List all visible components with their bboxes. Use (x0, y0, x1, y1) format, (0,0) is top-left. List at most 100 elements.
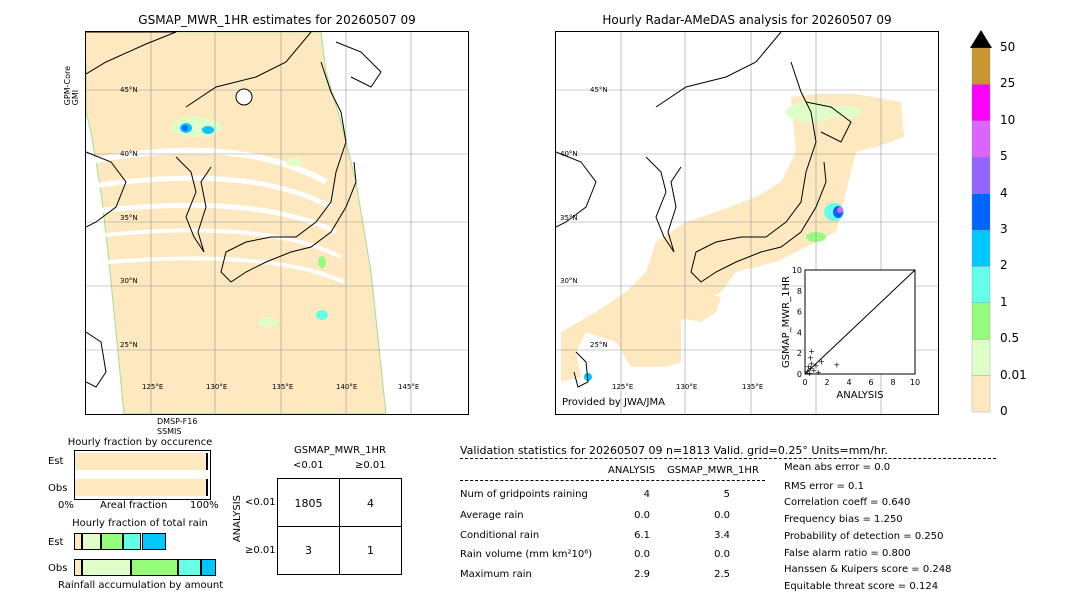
colorbar-tick-label: 0.01 (1000, 367, 1027, 382)
stats-label-conditional: Conditional rain (460, 530, 540, 541)
right-radar-coverage (561, 94, 904, 382)
colorbar-tick-label: 25 (1000, 76, 1016, 91)
inset-point: + (806, 369, 813, 378)
contingency-cell-hit: 1 (367, 544, 374, 557)
left-swath (86, 32, 387, 414)
accumulation-xlabel: Rainfall accumulation by amount (58, 580, 224, 591)
left-lon-135: 135°E (272, 383, 294, 391)
colorbar-swatch (971, 266, 991, 303)
inset-point: + (813, 362, 820, 371)
score-ets: Equitable threat score = 0.124 (784, 581, 939, 592)
occurrence-obs-label: Obs (48, 483, 68, 494)
accumulation-segment (101, 533, 123, 550)
accumulation-segment (74, 533, 83, 550)
inset-ytick: 2 (797, 349, 802, 358)
inset-point: + (815, 368, 822, 377)
accumulation-segment (177, 559, 201, 576)
accumulation-segment (82, 559, 131, 576)
colorbar-tick-label: 0.5 (1000, 331, 1020, 346)
inset-xlabel: ANALYSIS (836, 390, 883, 401)
inset-point: + (808, 347, 815, 356)
occurrence-est-label: Est (48, 456, 64, 467)
stats-col-rule (460, 480, 765, 481)
left-map-bottom-sensor: DMSP-F16 SSMIS (157, 417, 197, 437)
colorbar-tick-label: 3 (1000, 222, 1008, 236)
contingency-grid: 1805 4 3 1 (277, 478, 402, 575)
accumulation-est-bar (74, 533, 209, 550)
colorbar-swatch (971, 120, 991, 158)
contingency-row-axis: ANALYSIS (232, 495, 243, 543)
contingency-hdivider (278, 526, 401, 527)
left-coastline (86, 32, 382, 388)
rain-blob (171, 117, 221, 137)
right-lat-30: 30°N (560, 277, 578, 285)
accumulation-obs-bar (74, 559, 216, 576)
accumulation-segment (82, 533, 101, 550)
stats-header-rule (460, 458, 996, 459)
stats-analysis-gridpoints: 4 (643, 489, 650, 500)
left-map-title: GSMAP_MWR_1HR estimates for 20260507 09 (138, 13, 416, 27)
stats-analysis-average: 0.0 (634, 510, 650, 521)
inset-point: + (807, 353, 814, 362)
left-map-panel: 45°N 40°N 35°N 30°N 25°N 125°E 130°E 135… (85, 31, 469, 415)
colorbar-tick-label: 1 (1000, 294, 1008, 309)
stats-label-maximum: Maximum rain (460, 569, 532, 580)
inset-point: + (805, 363, 812, 372)
contingency-cell-false-alarm: 4 (367, 497, 374, 510)
left-lat-45: 45°N (120, 86, 138, 94)
bottom-sensor-2: SSMIS (157, 427, 182, 436)
inset-ytick: 10 (792, 266, 802, 275)
stats-header: Validation statistics for 20260507 09 n=… (460, 444, 888, 457)
right-map-svg (556, 32, 938, 414)
left-lat-30: 30°N (120, 277, 138, 285)
occurrence-xlabel: Areal fraction (100, 500, 168, 511)
score-frequency-bias: Frequency bias = 1.250 (784, 514, 903, 525)
rain-blob (258, 317, 278, 327)
colorbar-swatch (971, 157, 991, 194)
inset-point: + (810, 366, 817, 375)
contingency-cell-hit-neg: 1805 (294, 497, 323, 510)
inset-scatter-svg: 00 2 2 4 4 6 6 8 8 10 10 ++++++++++ ++ ANALYSIS GSM… (781, 266, 920, 401)
inset-point: + (834, 361, 841, 370)
left-lon-125: 125°E (142, 383, 164, 391)
sensor-label-2: GMI (71, 89, 80, 106)
right-map-title: Hourly Radar-AMeDAS analysis for 2026050… (602, 13, 892, 27)
occurrence-est-bar (75, 453, 208, 470)
left-map-grid (86, 32, 468, 414)
inset-ticks: 00 2 2 4 4 6 6 8 8 10 10 (792, 266, 920, 387)
accumulation-segment (122, 533, 142, 550)
occurrence-title: Hourly fraction by occurence (67, 437, 213, 448)
accumulation-segment (130, 559, 178, 576)
accumulation-segment (74, 559, 83, 576)
stats-gsmap-conditional: 3.4 (714, 530, 730, 541)
left-lat-35: 35°N (120, 214, 138, 222)
score-rmse: RMS error = 0.1 (784, 481, 864, 492)
inset-ylabel: GSMAP_MWR_1HR (781, 276, 792, 368)
contingency-title: GSMAP_MWR_1HR (294, 445, 386, 456)
rain-blob (202, 126, 214, 134)
colorbar-tick-label: 0 (1000, 404, 1008, 418)
colorbar-extend-arrow (970, 30, 992, 48)
gap-arc-1 (86, 147, 328, 185)
stats-col-analysis: ANALYSIS (608, 465, 656, 476)
inset-points: ++++++++++ ++ (804, 347, 840, 378)
stats-label-gridpoints: Num of gridpoints raining (460, 489, 588, 500)
score-pod: Probability of detection = 0.250 (784, 531, 944, 542)
score-far: False alarm ratio = 0.800 (784, 548, 911, 559)
rain-blob (316, 310, 328, 320)
left-lon-130: 130°E (206, 383, 228, 391)
rain-blob (318, 256, 326, 268)
occurrence-frame (74, 450, 211, 500)
stats-gsmap-average: 0.0 (714, 510, 730, 521)
inset-xtick: 10 (910, 378, 920, 387)
right-lat-45: 45°N (590, 86, 608, 94)
occurrence-x100: 100% (190, 500, 219, 511)
accumulation-title: Hourly fraction of total rain (72, 518, 208, 529)
stats-gsmap-maximum: 2.5 (714, 569, 730, 580)
right-lon-125: 125°E (612, 383, 634, 391)
occurrence-obs-bar (75, 479, 208, 496)
inset-xtick: 6 (868, 378, 873, 387)
inset-xtick: 4 (846, 378, 851, 387)
colorbar-swatch (971, 375, 991, 413)
right-lat-35: 35°N (560, 214, 578, 222)
